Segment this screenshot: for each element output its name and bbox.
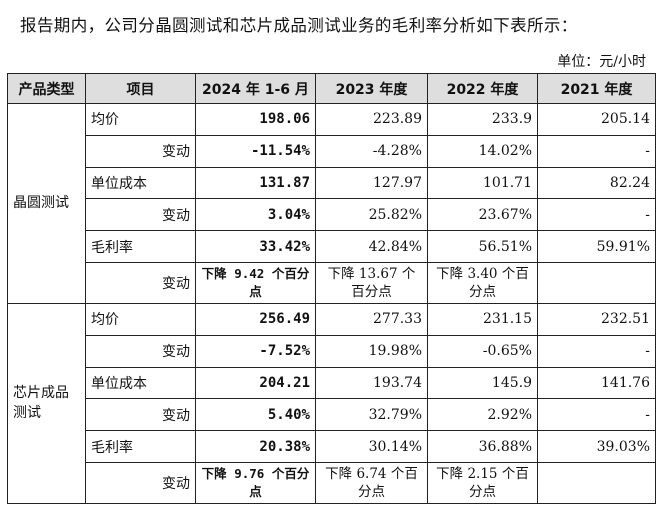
value-cell: -11.54%	[195, 134, 316, 168]
value-cell: -	[537, 334, 656, 368]
value-cell: 127.97	[315, 166, 428, 200]
table-row: 变动 下降 9.76 个百分点 下降 6.74 个百分点 下降 2.15 个百分…	[8, 461, 656, 504]
table-row: 变动 下降 9.42 个百分点 下降 13.67 个百分点 下降 3.40 个百…	[8, 261, 656, 304]
value-cell: -4.28%	[315, 134, 428, 168]
value-cell: 36.88%	[427, 430, 538, 463]
value-cell: 141.76	[537, 366, 656, 400]
value-cell: 277.33	[315, 302, 428, 336]
value-cell: 204.21	[195, 366, 316, 400]
table-row: 晶圆测试 均价 198.06 223.89 233.9 205.14	[7, 103, 656, 304]
value-cell: 205.14	[537, 103, 656, 136]
table-row: 芯片成品测试 均价 256.49 277.33 231.15 232.51	[7, 302, 656, 504]
row-label: 毛利率	[85, 430, 196, 463]
table-row: 变动 3.04% 25.82% 23.67% -	[8, 198, 656, 232]
header-item: 项目	[85, 73, 196, 104]
row-label: 变动	[85, 398, 196, 432]
unit-label: 单位：元/小时	[557, 54, 646, 70]
value-cell: 下降 13.67 个百分点	[315, 261, 428, 304]
value-cell: 32.79%	[315, 398, 428, 432]
gross-margin-table: 产品类型 项目 2024 年 1-6 月 2023 年度 2022 年度 202…	[7, 73, 656, 504]
value-cell: 5.40%	[195, 398, 316, 432]
value-cell	[537, 261, 656, 304]
value-cell: -	[537, 398, 656, 432]
value-cell: 20.38%	[195, 430, 316, 463]
category-cell: 晶圆测试	[7, 103, 86, 304]
row-label: 毛利率	[85, 230, 196, 263]
value-cell: 下降 2.15 个百分点	[427, 461, 538, 504]
value-cell: 下降 9.76 个百分点	[195, 461, 316, 504]
table-row: 单位成本 131.87 127.97 101.71 82.24	[8, 166, 656, 200]
table-row: 变动 5.40% 32.79% 2.92% -	[8, 398, 656, 432]
value-cell: 231.15	[427, 302, 538, 336]
row-label: 均价	[85, 302, 196, 336]
value-cell: 193.74	[315, 366, 428, 400]
row-label: 单位成本	[85, 166, 196, 200]
value-cell: 30.14%	[315, 430, 428, 463]
header-2021: 2021 年度	[537, 73, 656, 104]
value-cell: 233.9	[427, 103, 538, 136]
table-header-row: 产品类型 项目 2024 年 1-6 月 2023 年度 2022 年度 202…	[7, 73, 656, 104]
value-cell: 25.82%	[315, 198, 428, 232]
value-cell: 56.51%	[427, 230, 538, 263]
row-label: 变动	[85, 134, 196, 168]
value-cell: 223.89	[315, 103, 428, 136]
value-cell: 19.98%	[315, 334, 428, 368]
header-2024h1: 2024 年 1-6 月	[195, 73, 316, 104]
table-row: 变动 -7.52% 19.98% -0.65% -	[8, 334, 656, 368]
header-2022: 2022 年度	[427, 73, 538, 104]
value-cell: 42.84%	[315, 230, 428, 263]
value-cell: -7.52%	[195, 334, 316, 368]
value-cell: 145.9	[427, 366, 538, 400]
value-cell: 131.87	[195, 166, 316, 200]
value-cell: 23.67%	[427, 198, 538, 232]
value-cell	[537, 461, 656, 504]
category-cell: 芯片成品测试	[7, 302, 86, 504]
value-cell: 下降 6.74 个百分点	[315, 461, 428, 504]
value-cell: 3.04%	[195, 198, 316, 232]
value-cell: 下降 3.40 个百分点	[427, 261, 538, 304]
table-row: 变动 -11.54% -4.28% 14.02% -	[8, 134, 656, 168]
table-row: 单位成本 204.21 193.74 145.9 141.76	[8, 366, 656, 400]
value-cell: 232.51	[537, 302, 656, 336]
table-row: 毛利率 20.38% 30.14% 36.88% 39.03%	[8, 430, 656, 463]
row-label: 变动	[85, 198, 196, 232]
value-cell: -	[537, 198, 656, 232]
value-cell: 39.03%	[537, 430, 656, 463]
value-cell: 198.06	[195, 103, 316, 136]
value-cell: -0.65%	[427, 334, 538, 368]
value-cell: 33.42%	[195, 230, 316, 263]
value-cell: 59.91%	[537, 230, 656, 263]
row-label: 均价	[85, 103, 196, 136]
value-cell: 101.71	[427, 166, 538, 200]
row-label: 变动	[85, 334, 196, 368]
value-cell: 82.24	[537, 166, 656, 200]
value-cell: 14.02%	[427, 134, 538, 168]
value-cell: 2.92%	[427, 398, 538, 432]
value-cell: 下降 9.42 个百分点	[195, 261, 316, 304]
value-cell: 256.49	[195, 302, 316, 336]
row-label: 变动	[85, 461, 196, 504]
header-2023: 2023 年度	[315, 73, 428, 104]
value-cell: -	[537, 134, 656, 168]
header-product-type: 产品类型	[7, 73, 86, 104]
row-label: 变动	[85, 261, 196, 304]
row-label: 单位成本	[85, 366, 196, 400]
table-row: 毛利率 33.42% 42.84% 56.51% 59.91%	[8, 230, 656, 263]
intro-text: 报告期内，公司分晶圆测试和芯片成品测试业务的毛利率分析如下表所示：	[20, 16, 578, 35]
